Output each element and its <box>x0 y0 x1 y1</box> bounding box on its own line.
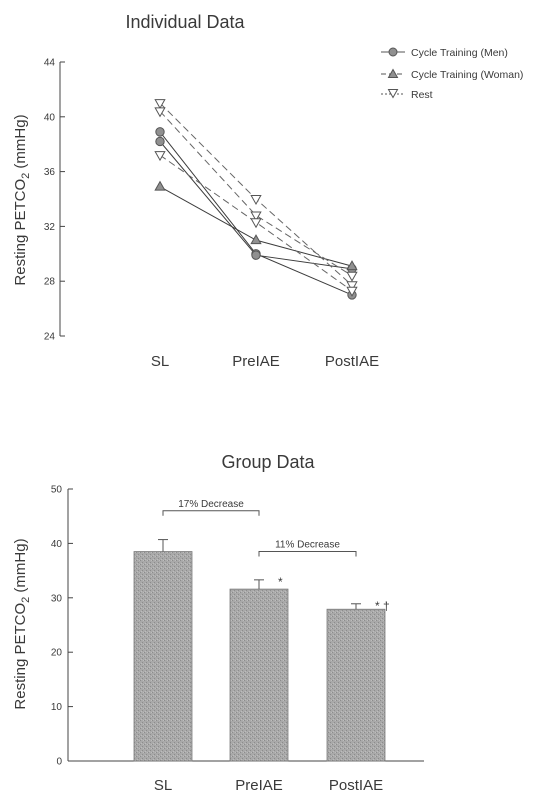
y-axis-label: Resting PETCO2 (mmHg) <box>12 114 32 285</box>
legend-triangle-down-marker <box>387 89 399 99</box>
y-tick-label: 40 <box>51 539 63 550</box>
significance-marker: * † <box>375 599 390 613</box>
data-markers <box>154 99 358 300</box>
x-categories: SL PreIAE PostIAE <box>151 353 379 370</box>
point-triangle-up <box>250 234 262 245</box>
y-ticks: 24 28 32 36 40 44 <box>44 58 65 343</box>
bracket <box>162 510 260 516</box>
bar <box>229 588 289 762</box>
y-tick-label: 32 <box>44 222 56 233</box>
y-tick-label: 44 <box>44 58 56 69</box>
x-categories: SL PreIAE PostIAE <box>154 777 383 793</box>
point-triangle-up <box>154 180 166 191</box>
point-triangle-down <box>250 211 262 222</box>
bracket-label: 11% Decrease <box>275 540 340 551</box>
x-category-label: PreIAE <box>232 353 280 370</box>
y-tick-label: 20 <box>51 648 63 659</box>
point-triangle-down <box>346 286 358 297</box>
y-tick-label: 28 <box>44 277 56 288</box>
y-axis-label: Resting PETCO2 (mmHg) <box>12 538 32 709</box>
y-tick-label: 0 <box>56 757 62 768</box>
y-tick-label: 30 <box>51 593 63 604</box>
comparison-brackets: 17% Decrease 11% Decrease <box>162 499 357 557</box>
y-ticks: 0 10 20 30 40 50 <box>51 485 73 768</box>
chart-title: Group Data <box>221 452 315 472</box>
x-category-label: PostIAE <box>329 777 383 793</box>
point-triangle-down <box>346 281 358 292</box>
point-circle <box>251 250 261 260</box>
point-triangle-down <box>250 195 262 206</box>
bar <box>133 551 193 762</box>
legend-label: Rest <box>411 89 433 101</box>
bars: * * † <box>133 539 390 762</box>
x-category-label: SL <box>151 353 169 370</box>
x-category-label: SL <box>154 777 172 793</box>
point-triangle-down <box>154 99 166 110</box>
bracket-label: 17% Decrease <box>178 499 244 510</box>
point-circle <box>155 136 165 147</box>
series-line <box>159 154 353 292</box>
significance-marker: * <box>278 575 283 589</box>
y-tick-label: 10 <box>51 702 63 713</box>
point-triangle-down <box>346 271 358 282</box>
legend-triangle-up-marker <box>387 68 399 78</box>
x-category-label: PostIAE <box>325 353 379 370</box>
legend-entry-rest: Rest <box>381 89 433 101</box>
legend: Cycle Training (Men) Cycle Training (Wom… <box>381 47 523 101</box>
point-triangle-up <box>346 260 358 271</box>
y-tick-label: 36 <box>44 167 56 178</box>
point-triangle-down <box>154 151 166 162</box>
individual-data-chart: Individual Data Resting PETCO2 (mmHg) 24… <box>12 12 523 370</box>
legend-label: Cycle Training (Woman) <box>411 69 523 81</box>
bar <box>326 608 386 762</box>
group-data-chart: Group Data Resting PETCO2 (mmHg) 0 10 20 30… <box>12 452 424 793</box>
y-tick-label: 24 <box>44 332 56 343</box>
point-triangle-down <box>250 218 262 229</box>
x-category-label: PreIAE <box>235 777 283 793</box>
y-tick-label: 40 <box>44 112 56 123</box>
y-tick-label: 50 <box>51 485 63 496</box>
point-triangle-down <box>154 107 166 118</box>
chart-title: Individual Data <box>125 12 245 32</box>
point-circle <box>155 127 165 137</box>
legend-entry-woman: Cycle Training (Woman) <box>381 68 523 81</box>
legend-entry-men: Cycle Training (Men) <box>381 47 508 59</box>
legend-circle-marker <box>388 47 398 57</box>
series-line <box>159 110 353 277</box>
legend-label: Cycle Training (Men) <box>411 47 508 59</box>
bracket <box>258 551 357 557</box>
